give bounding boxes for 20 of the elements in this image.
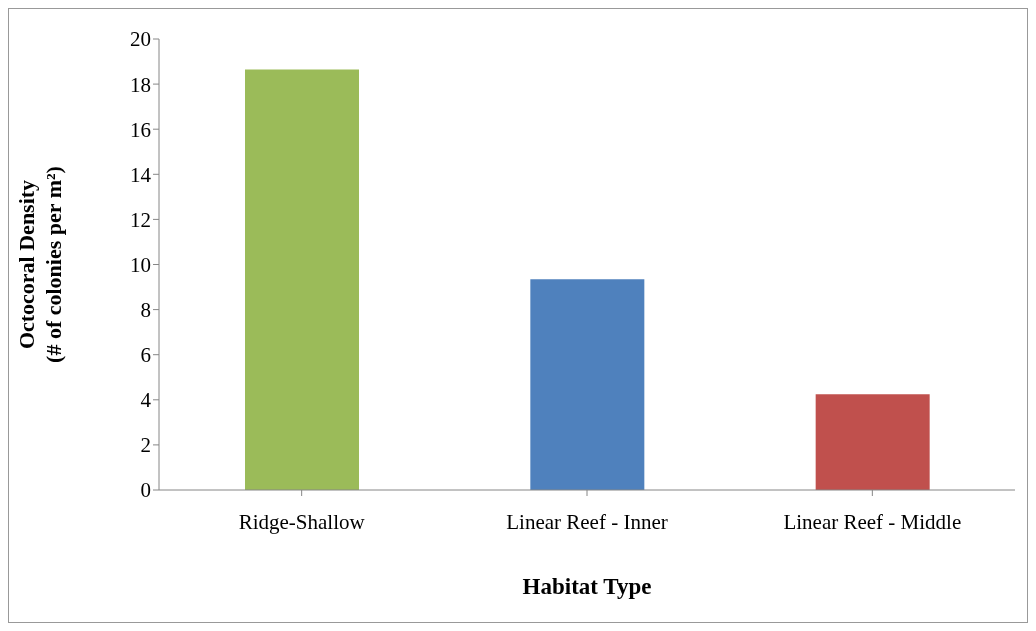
bar: [815, 394, 930, 490]
y-tick-label: 8: [140, 298, 151, 323]
y-tick-label: 16: [130, 117, 151, 142]
y-tick-label: 18: [130, 72, 151, 97]
y-tick-label: 10: [130, 252, 151, 277]
y-tick-label: 6: [140, 343, 151, 368]
y-tick-label: 20: [130, 27, 151, 52]
text: Octocoral Density: [14, 179, 39, 350]
bar: [530, 279, 645, 490]
text: (# of colonies per m²): [41, 166, 66, 363]
y-tick-label: 0: [140, 478, 151, 503]
y-tick-label: 4: [140, 388, 152, 413]
y-tick-label: 14: [130, 162, 152, 187]
x-tick-label: Linear Reef - Middle: [783, 509, 962, 534]
x-tick-label: Ridge-Shallow: [238, 509, 366, 534]
y-tick-label: 12: [130, 207, 151, 232]
bar: [245, 69, 359, 490]
x-axis-title: Habitat Type: [522, 574, 652, 600]
x-tick-label: Linear Reef - Inner: [506, 509, 668, 534]
y-tick-label: 2: [140, 433, 151, 458]
